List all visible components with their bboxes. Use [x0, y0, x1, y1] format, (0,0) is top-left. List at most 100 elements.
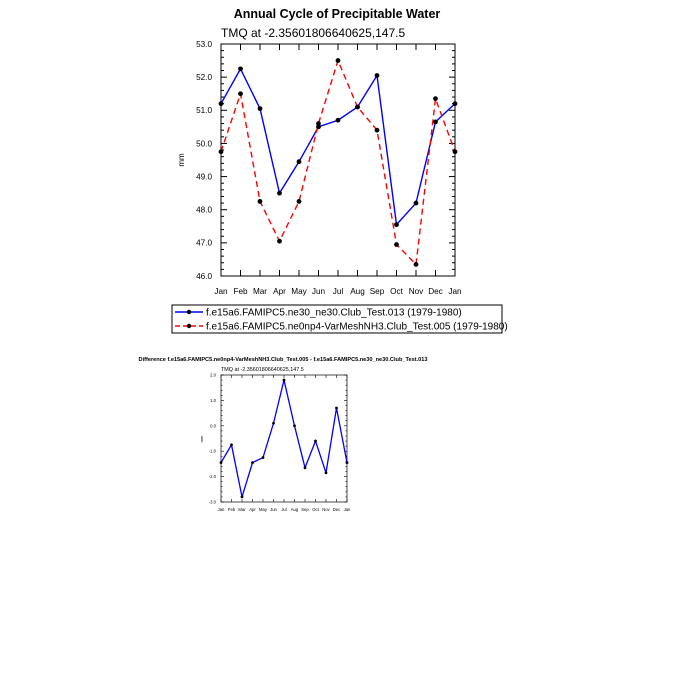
x-tick-label: Dec: [333, 507, 340, 512]
data-point: [303, 466, 307, 470]
annual-cycle-chart: Annual Cycle of Precipitable Water TMQ a…: [177, 7, 462, 296]
data-point: [219, 461, 223, 465]
chart-subtitle: TMQ at -2.35601806640625,147.5: [221, 367, 304, 373]
chart-title: Annual Cycle of Precipitable Water: [234, 7, 441, 21]
difference-chart: Difference f.e15a6.FAMIPC5.ne0np4-VarMes…: [139, 357, 428, 512]
data-point: [335, 58, 341, 63]
y-axis-label: mm: [177, 153, 186, 167]
data-point: [272, 421, 275, 425]
x-tick-label: Oct: [390, 287, 403, 296]
plot-frame: [220, 43, 456, 277]
data-point: [374, 73, 380, 78]
data-point: [238, 91, 243, 97]
data-point: [296, 199, 302, 204]
series-markers: [218, 58, 458, 267]
data-point: [218, 101, 224, 107]
data-point: [238, 66, 243, 72]
legend-swatch-marker-1: [186, 309, 192, 315]
data-point: [218, 149, 224, 155]
data-point: [251, 461, 254, 465]
chart-subtitle: TMQ at -2.35601806640625,147.5: [221, 26, 405, 40]
series-line-1: [220, 67, 456, 227]
data-point: [314, 439, 317, 443]
series-markers: [219, 378, 349, 499]
axis-ticks: Jan Feb Mar Apr May Jun Jul Aug Sep Oct Nov Dec Jan-…: [209, 372, 351, 512]
y-tick-label: 49.0: [196, 172, 212, 181]
x-tick-label: Nov: [322, 507, 330, 512]
data-point: [282, 378, 286, 382]
x-tick-label: Jun: [270, 507, 277, 512]
data-point: [335, 117, 341, 123]
y-tick-label: -2.0: [209, 474, 217, 479]
legend: f.e15a6.FAMIPC5.ne30_ne30.Club_Test.013 …: [171, 304, 508, 334]
legend-box: [171, 304, 503, 334]
y-tick-label: 51.0: [196, 106, 212, 115]
data-point: [355, 104, 360, 110]
chart-title: Difference f.e15a6.FAMIPC5.ne0np4-VarMes…: [139, 357, 428, 363]
data-point: [335, 406, 338, 410]
x-tick-label: Jan: [218, 507, 225, 512]
y-tick-label: 50.0: [196, 139, 212, 148]
x-tick-label: Apr: [273, 287, 286, 296]
x-tick-label: Jan: [344, 507, 351, 512]
series-lines: [220, 379, 348, 498]
x-tick-label: Jun: [312, 287, 326, 296]
data-point: [230, 443, 233, 447]
x-tick-label: Nov: [409, 287, 424, 296]
data-point: [261, 456, 265, 459]
x-tick-label: Jan: [448, 287, 462, 296]
x-tick-label: Mar: [238, 507, 246, 512]
data-point: [296, 159, 302, 165]
data-point: [374, 127, 380, 133]
data-point: [433, 119, 438, 125]
x-tick-label: Jul: [281, 507, 286, 512]
data-point: [240, 495, 244, 499]
data-point: [394, 242, 399, 247]
data-point: [257, 106, 263, 112]
series-lines: [220, 58, 456, 266]
x-tick-label: May: [291, 287, 307, 296]
x-tick-label: Sep: [370, 287, 385, 296]
data-point: [345, 461, 349, 465]
y-tick-label: 2.0: [210, 372, 216, 377]
axis-ticks: Jan Feb Mar Apr May Jun Jul Aug Sep Oct Nov Dec Jan4…: [196, 40, 462, 296]
x-tick-label: Aug: [350, 287, 365, 296]
series-line-2: [220, 58, 456, 266]
y-tick-label: 53.0: [196, 40, 212, 49]
x-tick-label: Feb: [233, 287, 248, 296]
x-tick-label: Feb: [228, 507, 236, 512]
x-tick-label: Dec: [428, 287, 443, 296]
legend-swatch-marker-2: [186, 323, 192, 329]
data-point: [324, 471, 328, 475]
legend-label-2: f.e15a6.FAMIPC5.ne0np4-VarMeshNH3.Club_T…: [206, 322, 508, 333]
x-tick-label: Oct: [312, 507, 319, 512]
data-point: [413, 262, 419, 267]
x-tick-label: May: [259, 507, 268, 512]
y-tick-label: 52.0: [196, 73, 212, 82]
data-point: [394, 222, 399, 228]
data-point: [433, 96, 438, 102]
legend-label-1: f.e15a6.FAMIPC5.ne30_ne30.Club_Test.013 …: [206, 308, 462, 319]
data-point: [413, 200, 419, 206]
x-tick-label: Mar: [253, 287, 267, 296]
y-tick-label: 0.0: [210, 423, 216, 428]
data-point: [316, 121, 321, 126]
data-point: [257, 199, 263, 204]
x-tick-label: Aug: [291, 507, 299, 512]
data-point: [277, 190, 282, 196]
x-tick-label: Sep: [301, 507, 309, 512]
y-tick-label: -1.0: [209, 449, 217, 454]
y-tick-label: 47.0: [196, 239, 212, 248]
data-point: [277, 238, 282, 244]
x-tick-label: Jul: [333, 287, 344, 296]
y-tick-label: 1.0: [210, 398, 216, 403]
y-tick-label: -3.0: [209, 499, 217, 504]
data-point: [452, 149, 458, 155]
plot-frame: [220, 374, 348, 503]
y-tick-label: 48.0: [196, 206, 212, 215]
data-point: [293, 424, 296, 428]
x-tick-label: Apr: [249, 507, 256, 512]
y-axis-label: mm: [199, 435, 204, 442]
series-line-1: [220, 379, 348, 498]
